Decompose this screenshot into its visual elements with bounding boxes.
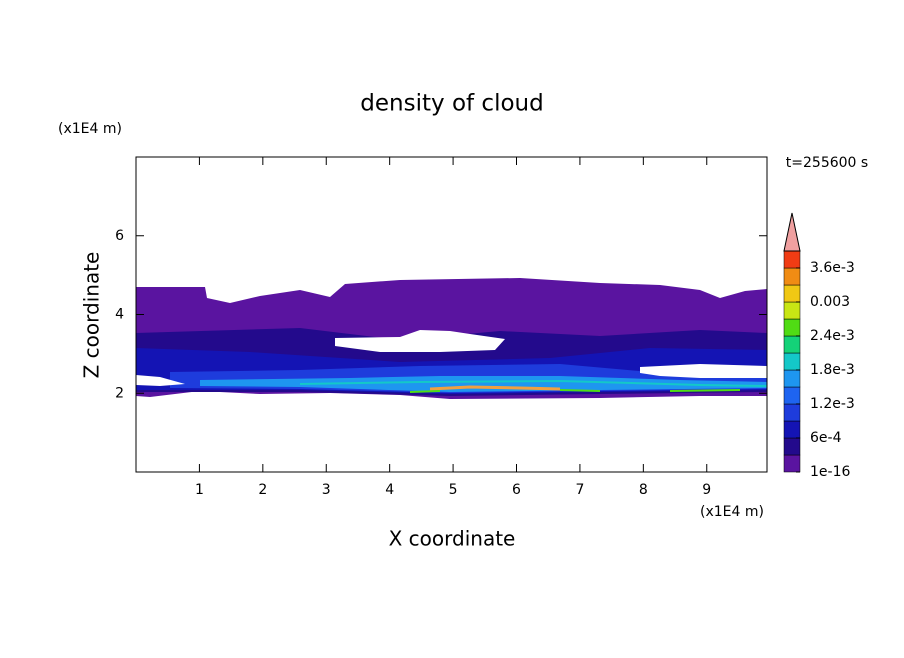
colorbar-band — [783, 352, 801, 371]
colorbar-tick-label: 1.2e-3 — [810, 396, 855, 412]
time-label: t=255600 s — [786, 155, 868, 171]
x-unit: (x1E4 m) — [700, 504, 764, 520]
colorbar-extend — [783, 212, 801, 252]
x-tick-label: 9 — [702, 482, 711, 498]
x-tick-label: 4 — [385, 482, 394, 498]
cloud-layer — [200, 376, 767, 392]
colorbar-tick-label: 0.003 — [810, 294, 850, 310]
x-axis-label: X coordinate — [389, 527, 516, 551]
colorbar-tick-label: 1e-16 — [810, 464, 850, 480]
colorbar-band — [783, 454, 801, 473]
y-unit: (x1E4 m) — [58, 121, 122, 137]
colorbar-band — [783, 369, 801, 388]
chart-title: density of cloud — [360, 91, 543, 117]
cloud-core — [409, 389, 741, 393]
x-tick-label: 7 — [575, 482, 584, 498]
cloud-hole — [136, 375, 185, 386]
x-tick-label: 8 — [639, 482, 648, 498]
x-tick-label: 5 — [449, 482, 458, 498]
colorbar-band — [783, 267, 801, 286]
colorbar-band — [783, 335, 801, 354]
y-tick-label: 2 — [115, 385, 124, 401]
colorbar-tick-label: 3.6e-3 — [810, 260, 855, 276]
cloud-core — [429, 385, 561, 391]
colorbar-band — [783, 437, 801, 456]
colorbar-tick-label: 1.8e-3 — [810, 362, 855, 378]
y-tick-label: 4 — [115, 307, 124, 323]
colorbar-tick-label: 6e-4 — [810, 430, 842, 446]
colorbar-band — [783, 386, 801, 405]
colorbar-band — [783, 403, 801, 422]
contour-field — [136, 278, 767, 399]
colorbar-band — [783, 420, 801, 439]
colorbar-band — [783, 318, 801, 337]
x-tick-label: 3 — [322, 482, 331, 498]
colorbar-band — [783, 284, 801, 303]
y-tick-label: 6 — [115, 228, 124, 244]
cloud-streak — [299, 379, 767, 387]
cloud-hole — [335, 330, 505, 352]
x-tick-label: 6 — [512, 482, 521, 498]
colorbar-band — [783, 250, 801, 269]
x-tick-label: 2 — [258, 482, 267, 498]
cloud-hole — [640, 364, 767, 378]
colorbar-tick-label: 2.4e-3 — [810, 328, 855, 344]
y-axis-label: Z coordinate — [80, 252, 104, 379]
colorbar-band — [783, 301, 801, 320]
x-tick-label: 1 — [195, 482, 204, 498]
